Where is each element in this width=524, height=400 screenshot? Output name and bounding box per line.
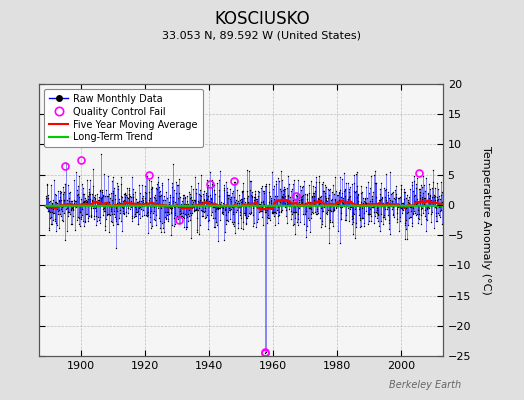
Legend: Raw Monthly Data, Quality Control Fail, Five Year Moving Average, Long-Term Tren: Raw Monthly Data, Quality Control Fail, … — [44, 89, 203, 147]
Text: KOSCIUSKO: KOSCIUSKO — [214, 10, 310, 28]
Text: 33.053 N, 89.592 W (United States): 33.053 N, 89.592 W (United States) — [162, 30, 362, 40]
Text: Berkeley Earth: Berkeley Earth — [389, 380, 461, 390]
Y-axis label: Temperature Anomaly (°C): Temperature Anomaly (°C) — [481, 146, 490, 294]
